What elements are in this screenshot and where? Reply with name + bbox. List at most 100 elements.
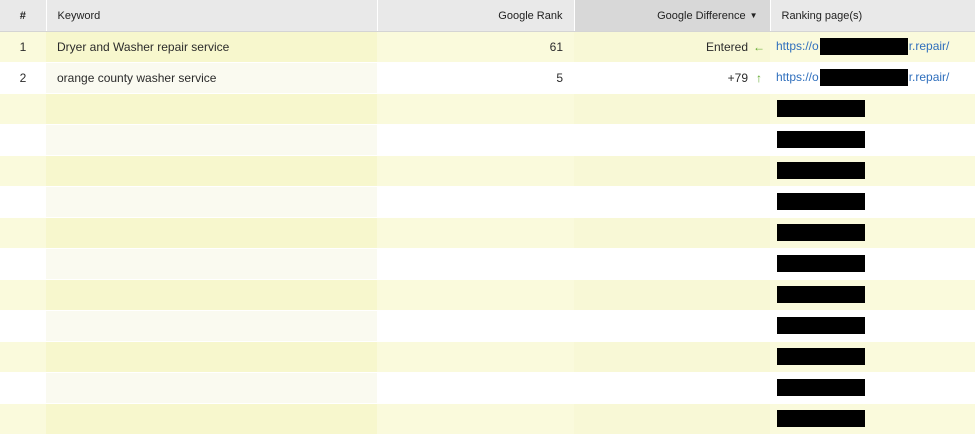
sort-descending-icon[interactable]: ▼ <box>749 10 758 20</box>
google-rank-cell <box>377 217 574 249</box>
row-number: 1 <box>0 31 46 63</box>
keyword-cell: Dryer and Washer repair service <box>46 31 377 63</box>
redaction-block <box>777 223 865 241</box>
ranking-page-link[interactable] <box>776 192 866 210</box>
google-difference-cell: +79 ↑ <box>574 62 770 94</box>
keyword-cell <box>46 372 377 404</box>
keyword-cell <box>46 186 377 218</box>
keyword-cell <box>46 341 377 373</box>
google-difference-cell <box>574 248 770 280</box>
row-number <box>0 279 46 311</box>
ranking-page-link[interactable] <box>776 99 866 117</box>
row-number <box>0 217 46 249</box>
redaction-block <box>777 254 865 272</box>
url-start: https://o <box>776 39 819 54</box>
google-rank-cell <box>377 186 574 218</box>
table-row: 1 Dryer and Washer repair service 61 Ent… <box>0 31 975 63</box>
google-rank-cell <box>377 93 574 125</box>
google-rank-cell <box>377 403 574 435</box>
ranking-page-link[interactable] <box>776 223 866 241</box>
google-rank-cell <box>377 155 574 187</box>
ranking-page-cell <box>770 93 975 125</box>
keyword-cell <box>46 248 377 280</box>
google-difference-cell: Entered ← <box>574 31 770 63</box>
url-start: https://o <box>776 70 819 85</box>
ranking-page-cell <box>770 310 975 342</box>
google-difference-cell <box>574 310 770 342</box>
ranking-page-cell <box>770 124 975 156</box>
keyword-cell <box>46 403 377 435</box>
row-number <box>0 310 46 342</box>
difference-value: Entered <box>705 40 748 54</box>
table-row <box>0 186 975 218</box>
table-row <box>0 124 975 156</box>
ranking-page-link[interactable]: https://o r.repair/ <box>776 37 950 55</box>
redaction-block <box>777 192 865 210</box>
table-row <box>0 310 975 342</box>
ranking-page-link[interactable] <box>776 285 866 303</box>
redaction-block <box>777 285 865 303</box>
keyword-cell: orange county washer service <box>46 62 377 94</box>
ranking-page-cell <box>770 279 975 311</box>
google-rank-cell <box>377 124 574 156</box>
ranking-page-cell: https://o r.repair/ <box>770 62 975 94</box>
google-rank-cell <box>377 341 574 373</box>
ranking-page-cell <box>770 372 975 404</box>
table-row <box>0 372 975 404</box>
column-header-ranking-pages[interactable]: Ranking page(s) <box>770 0 975 32</box>
redaction-block <box>777 161 865 179</box>
ranking-page-link[interactable] <box>776 347 866 365</box>
keyword-cell <box>46 310 377 342</box>
ranking-page-link[interactable] <box>776 316 866 334</box>
redaction-block <box>819 37 908 55</box>
redaction-block <box>777 347 865 365</box>
google-rank-cell <box>377 248 574 280</box>
google-rank-cell <box>377 279 574 311</box>
table-row <box>0 217 975 249</box>
keyword-cell <box>46 124 377 156</box>
google-difference-cell <box>574 341 770 373</box>
url-end: r.repair/ <box>908 70 950 85</box>
column-header-google-difference[interactable]: Google Difference ▼ <box>574 0 771 32</box>
redaction-block <box>819 68 908 86</box>
column-header-keyword[interactable]: Keyword <box>46 0 378 32</box>
ranking-page-cell <box>770 341 975 373</box>
ranking-page-link[interactable] <box>776 254 866 272</box>
table-row <box>0 341 975 373</box>
google-difference-cell <box>574 155 770 187</box>
row-number <box>0 248 46 280</box>
google-difference-cell <box>574 93 770 125</box>
ranking-page-cell <box>770 403 975 435</box>
ranking-page-link[interactable] <box>776 130 866 148</box>
keyword-cell <box>46 93 377 125</box>
table-row <box>0 248 975 280</box>
ranking-page-cell <box>770 155 975 187</box>
column-header-google-rank[interactable]: Google Rank <box>377 0 575 32</box>
difference-value: +79 <box>727 71 748 85</box>
google-rank-cell: 5 <box>377 62 574 94</box>
google-difference-cell <box>574 279 770 311</box>
keyword-cell <box>46 155 377 187</box>
ranking-page-cell <box>770 217 975 249</box>
ranking-page-link[interactable] <box>776 378 866 396</box>
table-row <box>0 279 975 311</box>
up-arrow-icon: ↑ <box>756 71 762 85</box>
ranking-page-link[interactable] <box>776 161 866 179</box>
table-row: 2 orange county washer service 5 +79 ↑ ht… <box>0 62 975 94</box>
ranking-page-cell <box>770 186 975 218</box>
google-difference-cell <box>574 124 770 156</box>
left-arrow-icon: ← <box>753 40 765 54</box>
ranking-page-link[interactable] <box>776 409 866 427</box>
ranking-page-link[interactable]: https://o r.repair/ <box>776 68 950 86</box>
redaction-block <box>777 99 865 117</box>
google-difference-cell <box>574 217 770 249</box>
url-end: r.repair/ <box>908 39 950 54</box>
row-number: 2 <box>0 62 46 94</box>
column-header-number[interactable]: # <box>0 0 47 32</box>
row-number <box>0 93 46 125</box>
google-difference-cell <box>574 403 770 435</box>
table-body: 1 Dryer and Washer repair service 61 Ent… <box>0 31 975 435</box>
redaction-block <box>777 316 865 334</box>
keyword-cell <box>46 279 377 311</box>
table-header-row: # Keyword Google Rank Google Difference ▼… <box>0 0 975 32</box>
